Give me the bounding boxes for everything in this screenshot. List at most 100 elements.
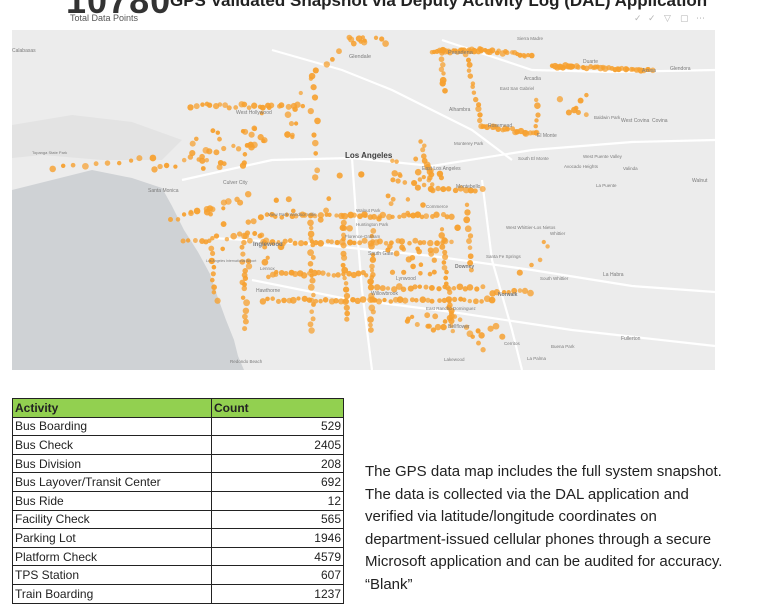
more-icon[interactable]: ⋯ [696, 14, 705, 24]
gps-point [501, 290, 507, 295]
gps-point [414, 184, 421, 191]
gps-point [428, 171, 435, 178]
count-cell: 692 [211, 472, 344, 492]
check-icon[interactable]: ✓ [634, 14, 642, 24]
gps-point [467, 245, 473, 250]
map-label: Lakewood [444, 357, 465, 362]
gps-point [221, 206, 226, 211]
gps-point [407, 240, 412, 246]
gps-point [213, 233, 220, 239]
gps-point [402, 180, 408, 185]
gps-point [308, 268, 314, 273]
gps-point [168, 217, 173, 222]
gps-point [293, 213, 299, 219]
gps-point [387, 243, 393, 250]
gps-point [323, 61, 330, 68]
gps-point [472, 188, 478, 194]
gps-point [225, 198, 232, 205]
gps-point [310, 316, 316, 322]
map-label: Fullerton [621, 336, 641, 342]
gps-point [379, 285, 386, 292]
gps-point [240, 129, 246, 134]
gps-point [251, 102, 258, 109]
gps-point [208, 257, 215, 265]
gps-point [338, 298, 345, 305]
gps-point [308, 327, 315, 334]
gps-point [355, 270, 362, 277]
gps-point [450, 328, 456, 334]
gps-point [368, 327, 374, 333]
gps-point [210, 128, 216, 134]
gps-point [242, 152, 248, 157]
gps-point [277, 243, 285, 251]
gps-point [336, 48, 342, 55]
gps-point [401, 269, 407, 275]
gps-point [368, 322, 373, 328]
gps-point [488, 296, 496, 304]
gps-point [398, 238, 406, 245]
gps-point [239, 244, 245, 250]
gps-point [276, 240, 281, 245]
map-label: Arcadia [524, 76, 541, 82]
gps-point [369, 268, 375, 273]
map-label: Santa Fe Springs [486, 254, 522, 259]
activity-cell: Bus Boarding [12, 416, 212, 437]
gps-point [343, 281, 349, 286]
map-canvas: Calabasas Glendale Pasadena Sierra Madre… [12, 30, 715, 370]
map-label: Downey [455, 264, 474, 270]
gps-point [226, 105, 232, 111]
gps-point [474, 286, 480, 292]
map-label: West Hollywood [236, 110, 272, 116]
gps-point [269, 239, 276, 246]
gps-point [467, 253, 474, 260]
gps-point [335, 272, 341, 278]
gps-map[interactable]: Calabasas Glendale Pasadena Sierra Madre… [12, 30, 715, 370]
focus-icon[interactable]: ▢ [680, 14, 689, 24]
gps-point [326, 196, 332, 202]
map-label: Los Angeles International Airport [206, 259, 256, 263]
gps-point [358, 171, 365, 178]
gps-point [447, 289, 453, 295]
gps-point [421, 182, 427, 188]
gps-point [308, 225, 314, 231]
activity-cell: Bus Ride [12, 490, 212, 511]
map-label: South Gate [368, 251, 394, 257]
map-label: Pasadena [448, 50, 474, 56]
gps-point [374, 284, 381, 291]
table-row: Bus Boarding 529 [12, 416, 344, 437]
gps-point [221, 145, 227, 152]
gps-point [82, 162, 89, 170]
gps-point [445, 296, 453, 303]
map-label: Sierra Madre [517, 36, 544, 41]
gps-point [517, 52, 523, 58]
gps-point [181, 212, 187, 217]
gps-point [444, 269, 449, 275]
map-label: Alhambra [449, 107, 471, 113]
gps-point [475, 105, 482, 113]
gps-point [457, 185, 464, 192]
gps-point [583, 65, 590, 72]
gps-point [364, 273, 369, 278]
gps-point [379, 36, 385, 42]
count-cell: 1237 [211, 583, 344, 604]
filter-icon[interactable]: ▽ [664, 14, 671, 24]
gps-point [395, 178, 401, 184]
gps-point [239, 259, 246, 265]
activity-cell: Train Boarding [12, 583, 212, 604]
gps-point [311, 292, 316, 298]
gps-point [424, 312, 431, 319]
gps-point [361, 237, 368, 244]
gps-point [334, 213, 339, 218]
visual-toolbar: ✓ ✓ ▽ ▢ ⋯ [634, 14, 718, 26]
gps-point [302, 212, 308, 218]
gps-point [136, 155, 143, 162]
gps-point [312, 67, 319, 74]
check-icon[interactable]: ✓ [648, 14, 656, 24]
gps-point [449, 239, 454, 245]
gps-point [307, 230, 315, 238]
gps-point [217, 102, 223, 107]
gps-point [307, 107, 314, 115]
map-description-note: The GPS data map includes the full syste… [365, 463, 723, 593]
gps-point [292, 106, 298, 112]
gps-point [347, 239, 354, 246]
